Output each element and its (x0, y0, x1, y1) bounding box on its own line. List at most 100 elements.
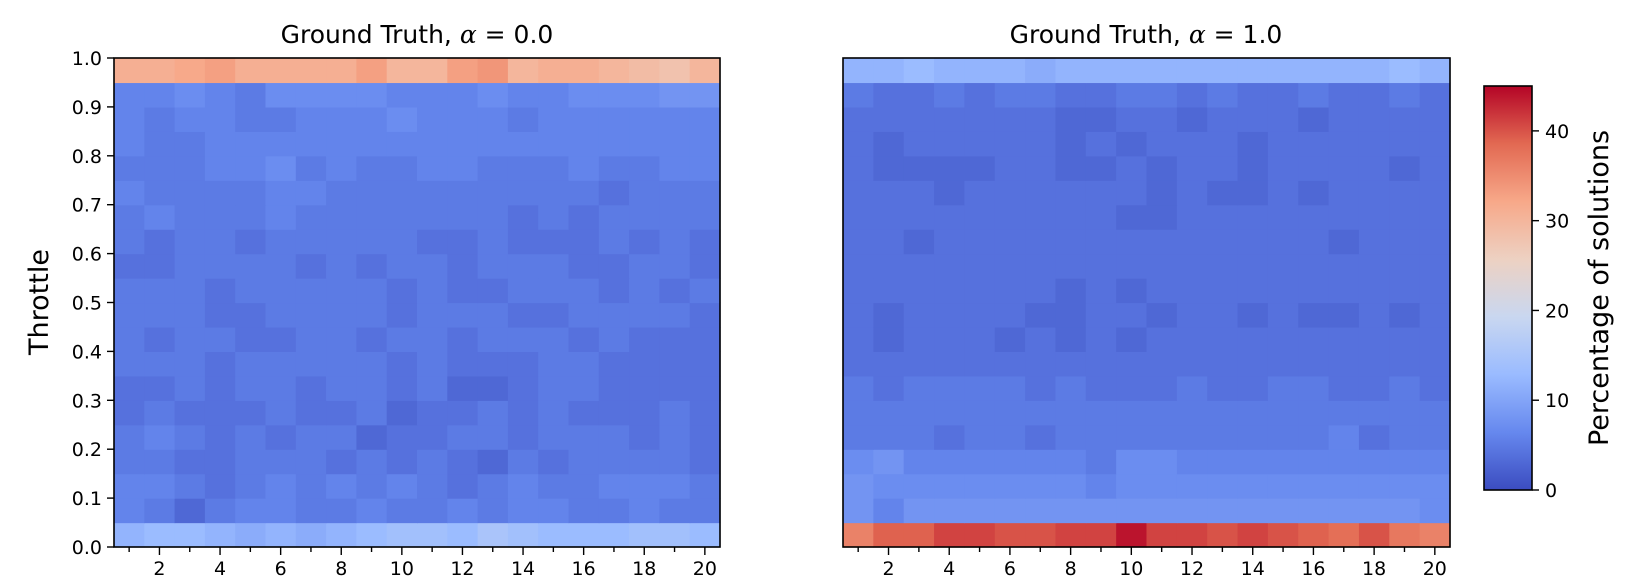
heatmap-cell (964, 253, 996, 279)
heatmap-cell (843, 106, 874, 132)
heatmap-cell (1207, 473, 1239, 499)
heatmap-cell (1389, 400, 1421, 426)
heatmap-cell (265, 498, 297, 524)
heatmap-cell (235, 424, 267, 450)
x-tick-label: 12 (450, 558, 474, 576)
heatmap-cell (1419, 351, 1451, 377)
heatmap-cell (1389, 253, 1421, 279)
heatmap-cell (235, 302, 267, 328)
heatmap-cell (689, 253, 721, 279)
heatmap-cell (1207, 82, 1239, 108)
heatmap-cell (114, 180, 145, 206)
heatmap-cell (1025, 498, 1057, 524)
heatmap-cell (447, 106, 479, 132)
y-axis-label: Throttle (24, 249, 55, 356)
heatmap-cell (659, 326, 691, 352)
heatmap-cell (1025, 326, 1057, 352)
heatmap-cell (295, 449, 327, 475)
heatmap-cell (1055, 229, 1087, 255)
heatmap-cell (1419, 278, 1451, 304)
heatmap-cell (1055, 375, 1087, 401)
heatmap-cell (994, 229, 1026, 255)
heatmap-cell (356, 278, 388, 304)
heatmap-cell (873, 351, 905, 377)
heatmap-cell (1116, 180, 1148, 206)
heatmap-cell (1237, 253, 1269, 279)
heatmap-cell (1267, 253, 1299, 279)
heatmap-cell (994, 106, 1026, 132)
heatmap-cell (265, 473, 297, 499)
heatmap-cell (204, 229, 236, 255)
heatmap-cell (1085, 106, 1117, 132)
heatmap-cell (1085, 375, 1117, 401)
heatmap-cell (1207, 106, 1239, 132)
heatmap-cell (689, 302, 721, 328)
heatmap-cell (873, 375, 905, 401)
heatmap-cell (174, 351, 206, 377)
heatmap-cell (114, 278, 145, 304)
heatmap-cell (1055, 498, 1087, 524)
heatmap-cell (114, 155, 145, 181)
heatmap-cell (1116, 204, 1148, 230)
heatmap-cell (1237, 424, 1269, 450)
heatmap-cell (447, 58, 479, 84)
heatmap-cell (417, 424, 448, 450)
heatmap-cell (994, 473, 1026, 499)
heatmap-cell (689, 522, 721, 548)
heatmap-cell (114, 473, 145, 499)
heatmap-cell (417, 522, 448, 548)
x-tick-label: 18 (1362, 558, 1386, 576)
heatmap-cell (1085, 229, 1117, 255)
heatmap-cell (1207, 253, 1239, 279)
heatmap-cell (1328, 449, 1360, 475)
heatmap-cell (903, 278, 935, 304)
heatmap-cell (447, 375, 479, 401)
heatmap-cell (477, 278, 509, 304)
heatmap-cell (689, 229, 721, 255)
heatmap-cell (1389, 522, 1421, 548)
heatmap-cell (903, 400, 935, 426)
heatmap-cell (659, 522, 691, 548)
heatmap-cell (1389, 106, 1421, 132)
heatmap-cell (568, 58, 600, 84)
heatmap-cell (204, 180, 236, 206)
heatmap-cell (356, 375, 388, 401)
heatmap-cell (903, 302, 935, 328)
heatmap-cell (1267, 351, 1299, 377)
heatmap-cell (417, 278, 448, 304)
heatmap-cell (507, 131, 539, 157)
heatmap-cell (144, 302, 176, 328)
heatmap-cell (1025, 204, 1057, 230)
heatmap-cell (1207, 155, 1239, 181)
heatmap-cell (326, 326, 357, 352)
heatmap-cell (204, 498, 236, 524)
heatmap-cell (144, 180, 176, 206)
heatmap-cell (1025, 302, 1057, 328)
heatmap-cell (568, 326, 600, 352)
heatmap-cell (1055, 131, 1087, 157)
heatmap-cell (235, 253, 267, 279)
heatmap-cell (1237, 375, 1269, 401)
heatmap-cell (204, 449, 236, 475)
colorbar-tick-label: 30 (1545, 211, 1569, 233)
heatmap-cell (507, 155, 539, 181)
heatmap-cell (1358, 522, 1390, 548)
heatmap-cell (174, 400, 206, 426)
heatmap-cell (1055, 278, 1087, 304)
heatmap-cell (1207, 302, 1239, 328)
y-tick-label: 0.8 (72, 146, 102, 168)
heatmap-cell (598, 131, 630, 157)
heatmap-cell (1116, 375, 1148, 401)
heatmap-cell (1025, 58, 1057, 84)
heatmap-cell (934, 473, 965, 499)
heatmap-cell (144, 106, 176, 132)
heatmap-cell (689, 375, 721, 401)
heatmap-cell (1328, 375, 1360, 401)
heatmap-cell (1358, 278, 1390, 304)
heatmap-cell (1176, 253, 1208, 279)
heatmap-cell (1267, 180, 1299, 206)
heatmap-cell (1025, 400, 1057, 426)
heatmap-cell (1328, 278, 1360, 304)
heatmap-cell (1419, 180, 1451, 206)
heatmap-cell (934, 106, 965, 132)
